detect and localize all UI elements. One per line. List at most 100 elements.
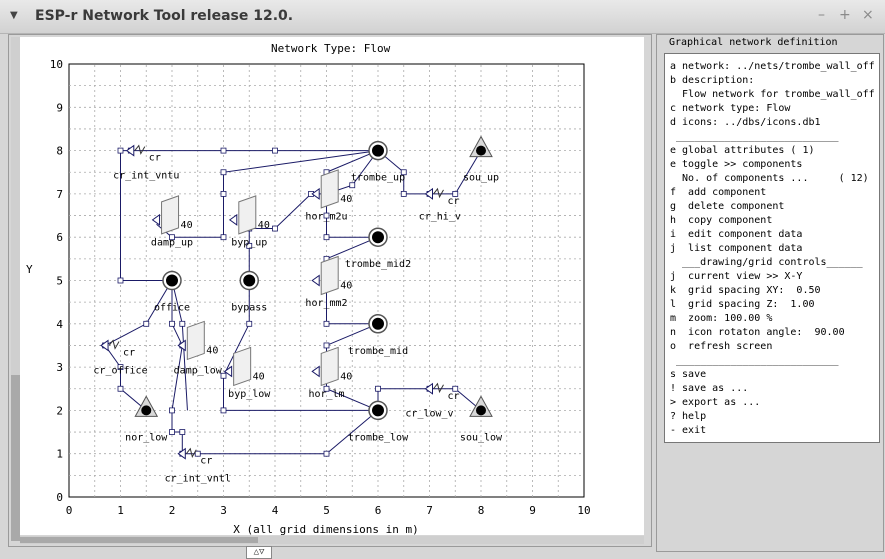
- connection-vertex: [323, 234, 330, 241]
- menu-item-16[interactable]: k grid spacing XY: 0.50: [670, 285, 821, 296]
- component-kind-label: 40: [340, 371, 352, 382]
- connection-vertex: [220, 407, 227, 414]
- component-kind-label: cr: [149, 153, 161, 164]
- menu-item-11[interactable]: h copy component: [670, 215, 773, 226]
- component-arrow-icon: [223, 365, 233, 378]
- component-label: damp_low: [174, 365, 223, 376]
- command-menu: [664, 53, 880, 443]
- menu-item-19[interactable]: n icon rotaton angle: 90.00: [670, 327, 845, 338]
- connection-vertex: [220, 169, 227, 176]
- node-dot: [476, 405, 486, 416]
- connection-vertex: [400, 190, 407, 197]
- minimize-button[interactable]: –: [818, 7, 825, 23]
- component-label: cr_office: [93, 365, 147, 376]
- y-tick-label: 1: [56, 448, 63, 461]
- y-tick-label: 5: [56, 275, 63, 288]
- menu-item-13[interactable]: j list component data: [670, 243, 803, 254]
- y-axis-label: Y: [26, 263, 33, 276]
- y-tick-label: 2: [56, 404, 63, 417]
- y-tick-label: 9: [56, 101, 63, 114]
- menu-item-14: ___drawing/grid controls______: [670, 257, 863, 268]
- connection-vertex: [179, 429, 186, 435]
- damper-component-icon: [320, 169, 339, 209]
- component-label: byp_up: [231, 238, 267, 249]
- crack-component-icon: [424, 187, 433, 200]
- vertical-scrollbar-thumb[interactable]: [11, 375, 20, 541]
- component-kind-label: cr: [123, 347, 135, 358]
- crack-zigzag: [134, 144, 146, 155]
- component-arrow-icon: [177, 339, 186, 352]
- menu-item-8: No. of components ... ( 12): [670, 173, 869, 184]
- component-kind-label: 40: [253, 371, 265, 382]
- component-arrow-icon: [151, 213, 161, 226]
- connection-vertex: [452, 190, 459, 197]
- damper-component-icon: [233, 346, 252, 387]
- y-tick-label: 10: [50, 58, 63, 71]
- menu-item-25[interactable]: ? help: [670, 411, 707, 422]
- node-dot: [372, 317, 384, 330]
- menu-item-7[interactable]: e toggle >> components: [670, 159, 803, 170]
- menu-item-12[interactable]: i edit component data: [670, 229, 803, 240]
- menu-item-22[interactable]: s save: [670, 369, 707, 380]
- connection-vertex: [246, 242, 253, 249]
- connection-vertex: [220, 147, 227, 154]
- crack-component-icon: [125, 144, 135, 157]
- menu-item-4[interactable]: d icons: ../dbs/icons.db1: [670, 117, 821, 128]
- x-tick-label: 3: [220, 504, 227, 517]
- menu-item-17[interactable]: l grid spacing Z: 1.00: [670, 299, 815, 310]
- component-arrow-icon: [311, 187, 320, 200]
- menu-item-26[interactable]: - exit: [670, 425, 707, 436]
- node-dot: [166, 274, 178, 287]
- menu-item-23[interactable]: ! save as ...: [670, 383, 749, 394]
- menu-item-20[interactable]: o refresh screen: [670, 341, 773, 352]
- menu-item-18[interactable]: m zoom: 100.00 %: [670, 313, 773, 324]
- horizontal-scrollbar-thumb[interactable]: [20, 537, 258, 543]
- connection-vertex: [272, 225, 278, 232]
- connection-vertex: [179, 320, 186, 327]
- menu-item-10[interactable]: g delete component: [670, 201, 785, 212]
- component-label: cr_int_vntu: [113, 170, 179, 181]
- x-tick-label: 7: [426, 504, 433, 517]
- component-kind-label: 40: [340, 194, 352, 205]
- menu-item-0[interactable]: a network: ../nets/trombe_wall_off: [670, 61, 875, 72]
- crack-zigzag: [433, 187, 444, 199]
- component-kind-label: 40: [340, 281, 352, 292]
- node-label: trombe_low: [348, 432, 409, 443]
- menu-item-15[interactable]: j current view >> X-Y: [670, 271, 803, 282]
- crack-zigzag: [433, 382, 444, 394]
- connection-vertex: [169, 320, 175, 327]
- node-dot: [372, 231, 384, 244]
- horizontal-scrollbar[interactable]: [20, 536, 644, 544]
- connection-vertex: [400, 169, 407, 176]
- window-menu-icon[interactable]: ▼: [10, 10, 18, 21]
- component-label: cr_int_vntl: [165, 474, 231, 485]
- y-tick-label: 3: [56, 361, 63, 374]
- damper-component-icon: [186, 320, 205, 361]
- connection-vertex: [272, 147, 278, 154]
- y-tick-label: 4: [56, 318, 63, 331]
- menu-item-21: ___________________________: [670, 355, 839, 366]
- x-tick-label: 1: [117, 504, 124, 517]
- node-dot: [372, 404, 384, 417]
- node-label: trombe_mid2: [345, 259, 411, 270]
- menu-item-1[interactable]: b description:: [670, 75, 755, 86]
- x-tick-label: 10: [577, 504, 590, 517]
- component-kind-label: 40: [258, 220, 270, 231]
- component-label: cr_hi_v: [419, 212, 461, 223]
- connection-vertex: [220, 372, 227, 379]
- menu-item-6[interactable]: e global attributes ( 1): [670, 145, 815, 156]
- title-bar: ▼ ESP-r Network Tool release 12.0. – + ×: [0, 0, 885, 34]
- connection-vertex: [169, 407, 175, 414]
- crack-component-icon: [424, 382, 433, 395]
- menu-item-9[interactable]: f add component: [670, 187, 767, 198]
- menu-item-3[interactable]: c network type: Flow: [670, 103, 791, 114]
- maximize-button[interactable]: +: [839, 7, 851, 23]
- component-arrow-icon: [228, 213, 238, 226]
- x-tick-label: 5: [323, 504, 330, 517]
- menu-item-24[interactable]: > export as ...: [670, 397, 761, 408]
- close-button[interactable]: ×: [862, 7, 874, 23]
- connection-vertex: [117, 277, 124, 284]
- node-label: nor_low: [125, 432, 168, 443]
- node-dot: [372, 144, 384, 157]
- vertical-scrollbar[interactable]: [11, 37, 20, 541]
